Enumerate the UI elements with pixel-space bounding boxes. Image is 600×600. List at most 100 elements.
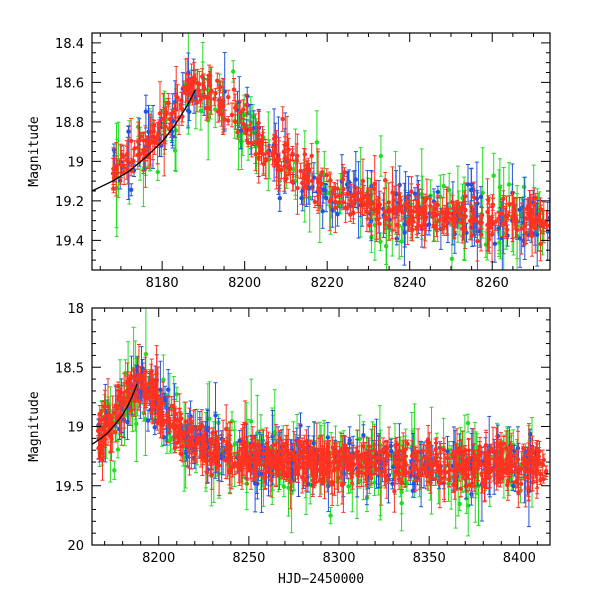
data-point <box>282 164 287 169</box>
data-point <box>174 392 179 397</box>
data-point <box>229 112 235 118</box>
data-point <box>491 173 496 178</box>
data-point <box>246 140 251 145</box>
x-tick-label: 8260 <box>476 276 509 291</box>
data-point <box>238 139 243 144</box>
x-tick-label: 8180 <box>146 276 179 291</box>
data-point <box>333 205 338 211</box>
data-point <box>320 209 325 214</box>
data-point <box>426 222 432 227</box>
data-point <box>331 188 336 193</box>
data-point <box>386 206 392 211</box>
data-point <box>125 420 130 425</box>
data-point <box>196 87 201 93</box>
data-point <box>190 81 195 86</box>
data-point <box>361 433 366 438</box>
data-point <box>469 233 474 239</box>
data-point <box>158 387 163 392</box>
data-point <box>529 233 535 239</box>
data-point <box>314 140 320 145</box>
series-0-top <box>110 57 550 263</box>
data-point <box>172 148 178 153</box>
data-point <box>129 160 134 165</box>
data-point <box>194 100 200 105</box>
data-point <box>399 239 404 244</box>
data-point <box>143 109 149 114</box>
data-point <box>192 76 198 82</box>
data-point <box>161 377 166 382</box>
data-point <box>286 147 291 152</box>
data-point <box>276 167 281 172</box>
data-point <box>129 187 134 192</box>
data-point <box>298 168 303 174</box>
data-point <box>506 213 511 218</box>
data-point <box>166 100 171 105</box>
data-point <box>302 185 307 190</box>
data-point <box>441 183 446 189</box>
data-point <box>253 140 258 145</box>
data-point <box>241 107 246 112</box>
data-point <box>132 146 137 151</box>
data-point <box>312 199 318 205</box>
data-point <box>198 108 204 113</box>
data-point <box>212 96 217 102</box>
data-point <box>501 196 506 201</box>
data-point <box>471 214 477 220</box>
data-point <box>445 215 451 220</box>
y-tick-label: 18.6 <box>55 76 84 91</box>
y-tick-label: 19.2 <box>55 195 84 210</box>
data-point <box>471 195 477 200</box>
data-point <box>372 186 377 192</box>
plot-area-bottom <box>92 308 549 537</box>
y-tick-label: 19.4 <box>55 234 84 249</box>
data-point <box>400 210 406 215</box>
data-point <box>121 154 127 159</box>
data-point <box>486 227 491 232</box>
data-point <box>394 222 400 228</box>
data-point <box>178 102 184 108</box>
panel-bottom: 8200 8250 8300 8350 84001818.51919.520Magnit… <box>27 302 551 587</box>
data-point <box>364 210 370 215</box>
data-point <box>399 501 404 506</box>
data-point <box>218 105 223 111</box>
data-point <box>547 223 550 228</box>
data-point <box>118 162 123 167</box>
data-point <box>504 227 510 232</box>
data-point <box>155 132 161 138</box>
data-point <box>306 162 311 167</box>
data-point <box>274 162 280 167</box>
data-point <box>352 193 357 199</box>
data-point <box>166 387 171 392</box>
data-point <box>434 226 439 232</box>
model-curve <box>92 89 196 192</box>
data-point <box>404 201 409 206</box>
data-point <box>506 182 512 187</box>
data-point <box>204 106 209 111</box>
data-point <box>348 212 353 217</box>
data-point <box>389 448 394 454</box>
data-point <box>453 217 459 222</box>
data-point <box>174 93 179 99</box>
data-point <box>337 200 342 205</box>
data-point <box>324 173 329 178</box>
data-point <box>447 187 452 193</box>
data-point <box>387 224 392 229</box>
data-point <box>309 178 315 184</box>
y-tick-label: 19 <box>67 155 84 170</box>
data-point <box>173 128 179 133</box>
data-point <box>348 198 353 203</box>
data-point <box>446 481 451 486</box>
data-point <box>394 192 399 197</box>
data-point <box>450 199 455 205</box>
y-tick-label: 18.4 <box>55 37 84 52</box>
data-point <box>467 218 473 224</box>
data-point <box>288 166 293 171</box>
data-point <box>507 202 512 207</box>
data-point <box>496 216 501 221</box>
data-point <box>475 238 480 244</box>
data-point <box>409 208 414 214</box>
data-point <box>253 152 258 157</box>
data-point <box>190 98 195 103</box>
y-axis-title: Magnitude <box>27 116 42 187</box>
